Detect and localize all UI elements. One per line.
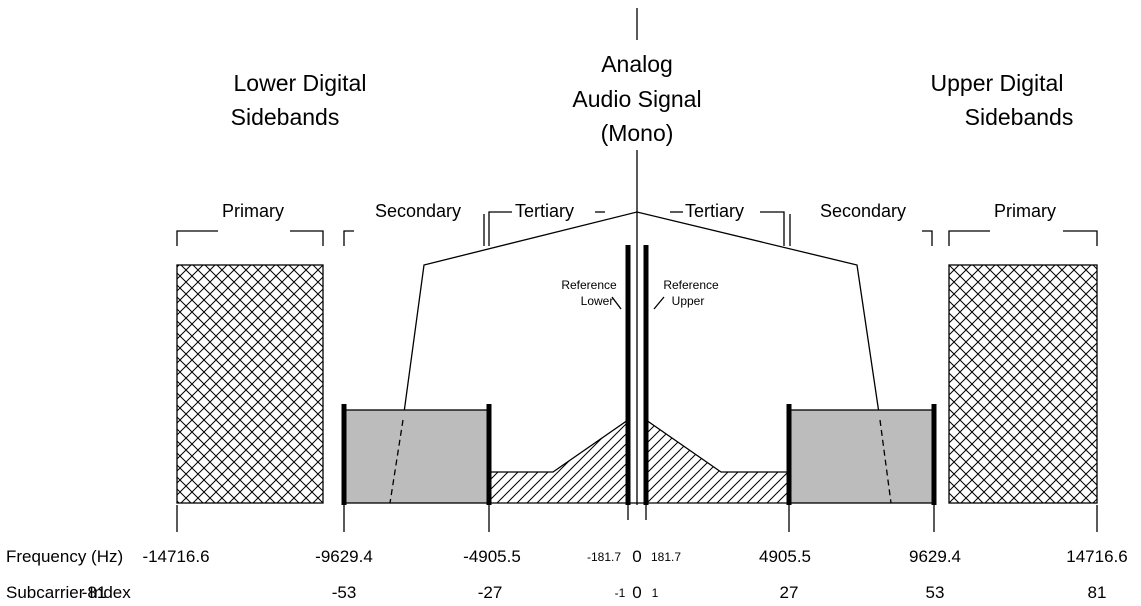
frequency-axis-label: Frequency (Hz) [6, 547, 123, 566]
primary-right-label: Primary [994, 201, 1056, 221]
tertiary-right-sideband [645, 418, 790, 504]
bracket-primary-left [176, 230, 324, 246]
tertiary-left-label: Tertiary [515, 201, 574, 221]
subcarrier-tick: 53 [926, 583, 945, 602]
frequency-tick: 9629.4 [909, 547, 961, 566]
analog-heading-line-2: Audio Signal [572, 86, 701, 112]
upper-sidebands-heading-line-1: Upper Digital [931, 70, 1064, 96]
frequency-tick: -9629.4 [315, 547, 373, 566]
tertiary-right-label: Tertiary [685, 201, 744, 221]
secondary-right-sideband [788, 409, 935, 504]
bracket-secondary-left [343, 214, 485, 246]
frequency-tick: 4905.5 [759, 547, 811, 566]
subcarrier-tick: -81 [82, 583, 107, 602]
subcarrier-tick: -53 [332, 583, 357, 602]
bracket-secondary-right [789, 214, 933, 246]
reference-lower-leader [611, 296, 622, 310]
bracket-tertiary-right [670, 211, 785, 246]
frequency-tick: -181.7 [587, 550, 621, 564]
secondary-right-label: Secondary [820, 201, 906, 221]
lower-sidebands-heading-line-2: Sidebands [231, 104, 340, 130]
frequency-tick: 14716.6 [1066, 547, 1127, 566]
subcarrier-tick: -1 [615, 586, 626, 600]
primary-left-sideband [176, 264, 324, 504]
frequency-tick: 0 [632, 547, 641, 566]
analog-envelope [402, 211, 881, 421]
analog-heading-line-3: (Mono) [601, 120, 674, 146]
lower-sidebands-heading-line-1: Lower Digital [234, 70, 367, 96]
analog-heading-line-1: Analog [601, 51, 673, 77]
subcarrier-axis-label: Subcarrier Index [6, 583, 131, 602]
frequency-tick: -14716.6 [142, 547, 209, 566]
reference-upper-label-line-1: Reference [663, 278, 719, 292]
reference-lower-label-line-2: Lower [581, 294, 614, 308]
bracket-tertiary-left [488, 211, 605, 246]
subcarrier-tick: 1 [652, 586, 659, 600]
secondary-left-sideband [343, 409, 490, 504]
frequency-tick: 181.7 [651, 550, 681, 564]
subcarrier-tick: 81 [1088, 583, 1107, 602]
upper-sidebands-heading-line-2: Sidebands [965, 104, 1074, 130]
bracket-primary-right [948, 230, 1098, 246]
subcarrier-tick: -27 [478, 583, 503, 602]
reference-lower-label-line-1: Reference [561, 278, 617, 292]
tertiary-left-sideband [488, 418, 629, 504]
subcarrier-tick: 0 [632, 583, 641, 602]
axis-ticks [176, 505, 1098, 532]
primary-left-label: Primary [222, 201, 284, 221]
subcarrier-tick: 27 [780, 583, 799, 602]
secondary-left-label: Secondary [375, 201, 461, 221]
reference-upper-label-line-2: Upper [672, 294, 705, 308]
frequency-tick: -4905.5 [463, 547, 521, 566]
primary-right-sideband [948, 264, 1098, 504]
reference-upper-leader [653, 296, 665, 310]
